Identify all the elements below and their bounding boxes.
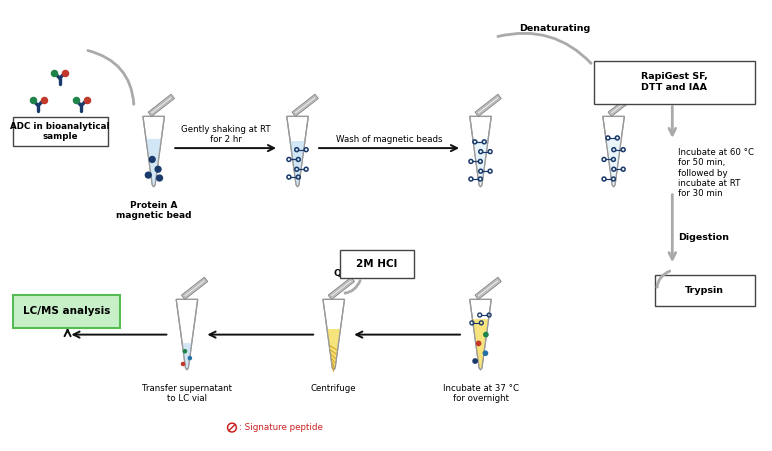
Text: ADC in bioanalytical
sample: ADC in bioanalytical sample <box>10 122 110 141</box>
FancyBboxPatch shape <box>13 117 107 146</box>
FancyArrowPatch shape <box>345 281 361 293</box>
Text: RapiGest SF,
DTT and IAA: RapiGest SF, DTT and IAA <box>641 73 708 92</box>
Polygon shape <box>469 299 491 370</box>
FancyBboxPatch shape <box>13 295 120 328</box>
Polygon shape <box>328 277 354 299</box>
Circle shape <box>188 357 191 359</box>
Polygon shape <box>608 94 635 116</box>
Text: Gently shaking at RT
for 2 hr: Gently shaking at RT for 2 hr <box>181 125 270 144</box>
FancyArrowPatch shape <box>498 33 591 63</box>
Text: Centrifuge: Centrifuge <box>311 383 357 392</box>
Text: 2M HCl: 2M HCl <box>356 259 398 269</box>
Polygon shape <box>146 139 161 187</box>
Text: Transfer supernatant
to LC vial: Transfer supernatant to LC vial <box>142 383 232 403</box>
Text: Digestion: Digestion <box>678 233 730 242</box>
Circle shape <box>473 359 477 363</box>
Polygon shape <box>290 141 305 187</box>
FancyArrowPatch shape <box>88 51 134 104</box>
Text: Incubate at 37 °C
for overnight: Incubate at 37 °C for overnight <box>442 383 519 403</box>
Circle shape <box>181 363 185 365</box>
Text: : Signature peptide: : Signature peptide <box>239 423 323 432</box>
Polygon shape <box>477 97 499 114</box>
Text: Denaturating: Denaturating <box>520 24 591 33</box>
Polygon shape <box>182 343 192 370</box>
Polygon shape <box>469 116 491 187</box>
Polygon shape <box>184 280 205 297</box>
Polygon shape <box>606 139 621 187</box>
Polygon shape <box>151 97 172 114</box>
Circle shape <box>157 175 162 181</box>
FancyBboxPatch shape <box>655 275 754 306</box>
Polygon shape <box>611 97 632 114</box>
Polygon shape <box>181 277 208 299</box>
Circle shape <box>476 341 481 345</box>
Circle shape <box>149 156 155 162</box>
Polygon shape <box>330 280 352 297</box>
Polygon shape <box>292 94 318 116</box>
Circle shape <box>184 350 187 353</box>
Polygon shape <box>148 94 174 116</box>
Text: Wash of magnetic beads: Wash of magnetic beads <box>336 135 442 144</box>
Circle shape <box>484 332 488 337</box>
Polygon shape <box>477 280 499 297</box>
FancyBboxPatch shape <box>594 60 754 104</box>
Polygon shape <box>603 116 625 187</box>
Polygon shape <box>286 116 308 187</box>
Text: Trypsin: Trypsin <box>685 286 724 295</box>
Circle shape <box>155 166 161 172</box>
Polygon shape <box>475 94 501 116</box>
Circle shape <box>145 172 151 178</box>
Polygon shape <box>475 277 501 299</box>
Text: Quenching: Quenching <box>334 269 388 278</box>
Text: Protein A
magnetic bead: Protein A magnetic bead <box>116 201 191 220</box>
Polygon shape <box>143 116 164 187</box>
Polygon shape <box>327 329 340 370</box>
FancyArrowPatch shape <box>657 271 670 287</box>
Polygon shape <box>294 97 317 114</box>
Circle shape <box>483 351 488 355</box>
Polygon shape <box>473 141 488 187</box>
Text: LC/MS analysis: LC/MS analysis <box>23 307 110 317</box>
Text: Incubate at 60 °C
for 50 min,
followed by
incubate at RT
for 30 min: Incubate at 60 °C for 50 min, followed b… <box>678 148 754 198</box>
Polygon shape <box>176 299 198 370</box>
Polygon shape <box>323 299 344 370</box>
FancyBboxPatch shape <box>340 250 414 278</box>
Polygon shape <box>472 319 489 370</box>
